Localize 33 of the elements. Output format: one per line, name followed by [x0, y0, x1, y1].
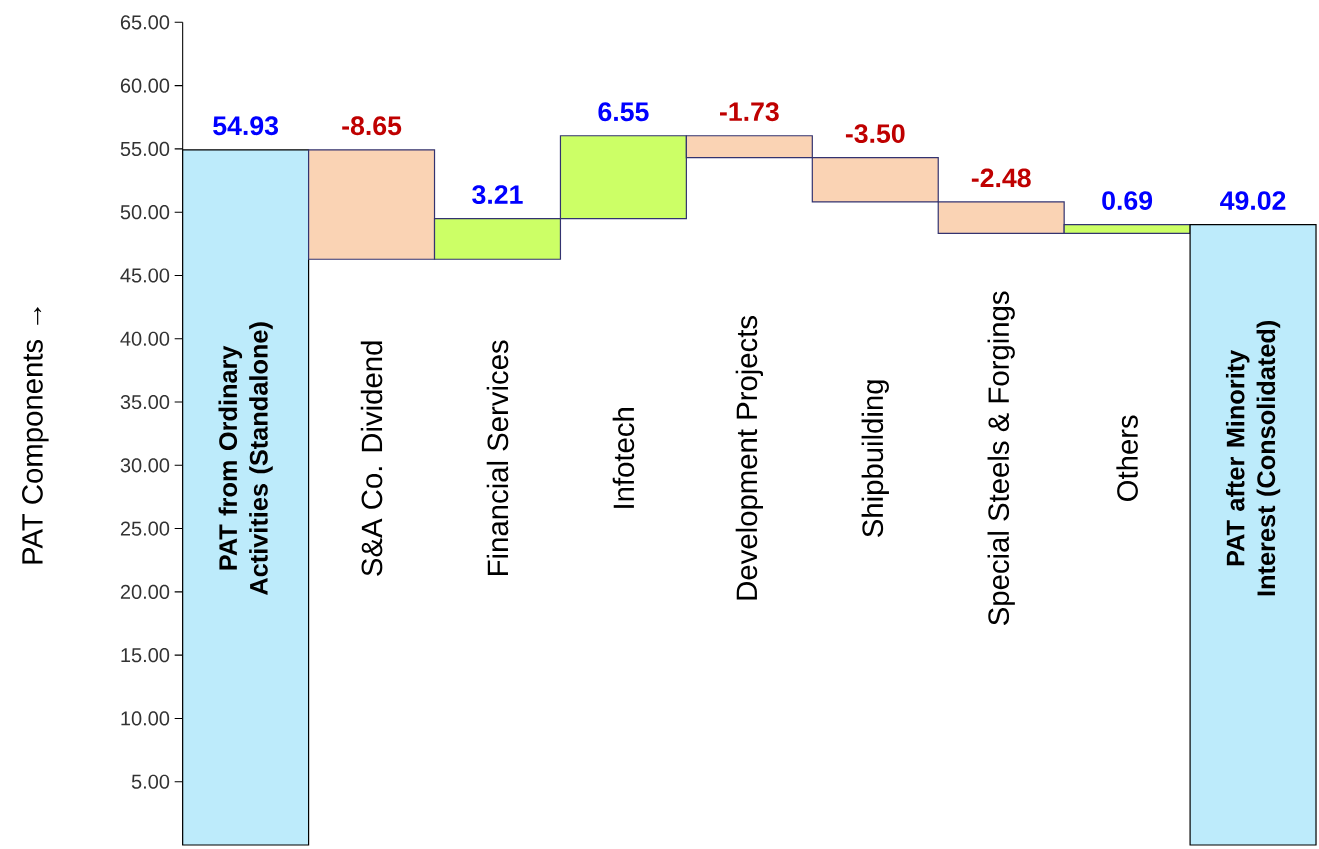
y-tick-label: 35.00	[120, 394, 170, 410]
y-tick-label: 55.00	[120, 141, 170, 156]
y-tick-label: 45.00	[120, 268, 170, 283]
data-label: 0.69	[1102, 191, 1153, 210]
x-tick-label: PAT after Minority Interest (Consolidated)	[1225, 320, 1281, 596]
y-tick-label: 65.00	[120, 15, 170, 30]
y-tick-label: 20.00	[120, 584, 170, 599]
y-tick-label: 30.00	[120, 458, 170, 473]
x-tick-label: Shipbuilding	[861, 380, 889, 537]
y-tick-label: 25.00	[120, 521, 170, 536]
y-tick-label: 50.00	[120, 205, 170, 220]
x-tick-label: Others	[1116, 415, 1138, 501]
x-tick-label: S&A Co. Dividend	[360, 341, 383, 576]
data-label: 49.02	[1220, 191, 1286, 210]
data-label: 6.55	[598, 102, 649, 122]
y-tick-label: 5.00	[131, 774, 170, 789]
y-axis-title: PAT Components →	[22, 307, 49, 564]
x-tick-label: Development Projects	[735, 315, 764, 600]
data-label: 54.93	[213, 116, 279, 136]
x-tick-label: Infotech	[612, 408, 635, 508]
data-label: -3.50	[845, 124, 905, 144]
y-tick-label: 10.00	[121, 711, 170, 726]
y-tick-label: 60.00	[120, 78, 170, 93]
x-tick-label: Special Steels & Forgings	[987, 291, 1015, 625]
data-label: -2.48	[971, 168, 1031, 188]
data-label: -1.73	[720, 102, 779, 122]
y-tick-label: 15.00	[121, 648, 170, 663]
data-label: 3.21	[472, 185, 523, 205]
bar	[1189, 223, 1317, 846]
x-tick-label: Financial Services	[486, 340, 509, 575]
y-tick-label: 40.00	[120, 331, 170, 346]
data-label: -8.65	[342, 116, 402, 136]
x-tick-label: PAT from Ordinary Activities (Standalone)	[218, 322, 273, 595]
